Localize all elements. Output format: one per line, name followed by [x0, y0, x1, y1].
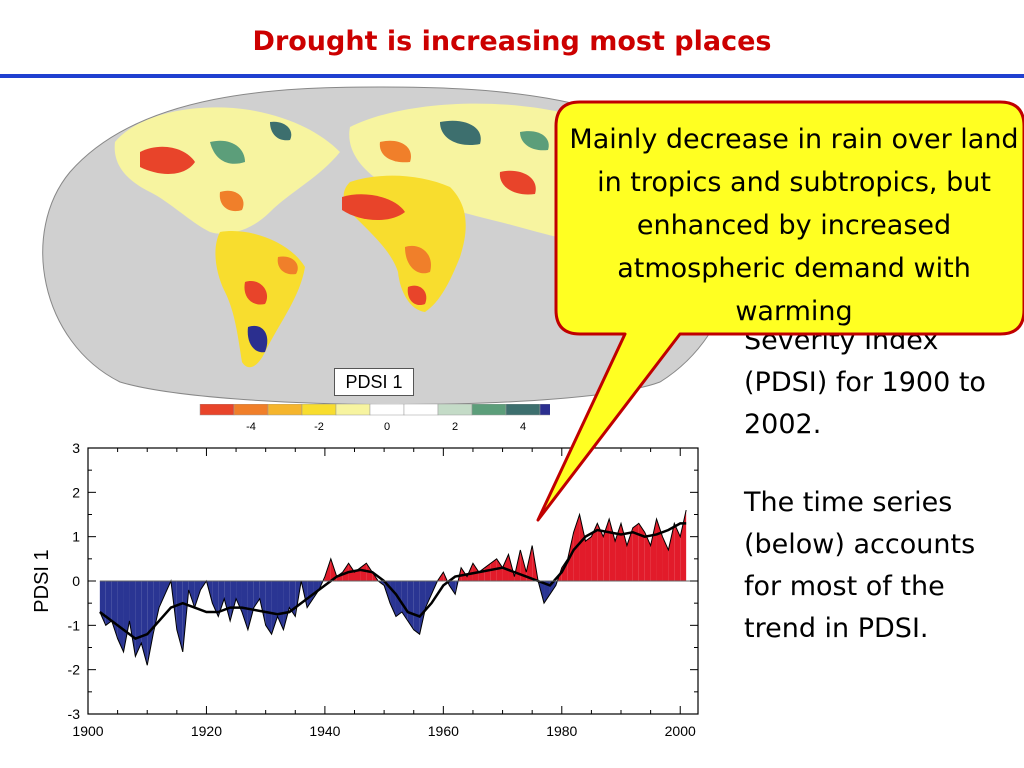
- dry-area: [425, 581, 432, 608]
- wet-area: [609, 518, 616, 581]
- y-tick-label: 1: [72, 529, 80, 545]
- wet-area: [632, 523, 639, 581]
- dry-area: [153, 581, 160, 635]
- wet-area: [597, 523, 604, 581]
- dry-area: [277, 581, 284, 630]
- x-tick-label: 1900: [72, 723, 103, 739]
- wet-area: [484, 563, 491, 581]
- dry-area: [241, 581, 248, 630]
- dry-area: [105, 581, 112, 626]
- dry-area: [212, 581, 219, 617]
- dry-area: [147, 581, 154, 666]
- callout-text: Mainly decrease in rain over land in tro…: [569, 124, 1019, 327]
- x-tick-label: 1920: [191, 723, 222, 739]
- wet-area: [579, 514, 586, 581]
- dry-area: [194, 581, 201, 608]
- dry-area: [224, 581, 231, 621]
- wet-area: [668, 523, 675, 581]
- colorbar-cell: [539, 404, 550, 416]
- annual-series-line: [99, 509, 687, 666]
- colorbar-tick-label: -2: [314, 421, 324, 433]
- wet-area: [591, 523, 598, 581]
- colorbar-tick-label: 2: [452, 421, 458, 433]
- dry-area: [123, 581, 130, 652]
- callout-shape: [536, 100, 1024, 522]
- y-axis-label: PDSI 1: [31, 549, 53, 612]
- dry-area: [544, 581, 550, 604]
- colorbar-tick-label: -4: [246, 421, 256, 433]
- wet-area: [496, 558, 503, 581]
- wet-area: [360, 563, 367, 581]
- colorbar: -4 -2 0 2 4: [199, 404, 550, 433]
- y-tick-label: 3: [72, 440, 80, 456]
- wet-area: [674, 523, 681, 581]
- dry-area: [247, 581, 254, 630]
- x-tick-label: 1940: [309, 723, 340, 739]
- wet-area: [603, 518, 610, 581]
- dry-area: [188, 581, 195, 608]
- dry-area: [283, 581, 290, 630]
- dry-area: [230, 581, 237, 621]
- title-divider: [0, 74, 1024, 78]
- dry-area: [449, 581, 456, 595]
- wet-area: [322, 576, 325, 581]
- slide-title: Drought is increasing most places: [252, 26, 772, 57]
- dry-area: [159, 581, 165, 608]
- y-tick-label: 0: [72, 573, 80, 589]
- smoothed-series-line: [99, 522, 687, 641]
- colorbar-tick-label: 0: [384, 421, 390, 433]
- dry-area: [419, 581, 426, 635]
- dry-area: [236, 581, 242, 613]
- dry-area: [218, 581, 225, 617]
- dry-area: [265, 581, 272, 635]
- wet-area: [638, 523, 645, 581]
- y-tick-label: -1: [68, 617, 81, 633]
- colorbar-tick-label: 4: [520, 421, 526, 433]
- dry-area: [117, 581, 124, 652]
- dry-area: [259, 581, 266, 626]
- x-tick-label: 1960: [428, 723, 459, 739]
- wet-area: [680, 510, 687, 581]
- x-tick-label: 1980: [546, 723, 577, 739]
- dry-area: [200, 581, 207, 590]
- dry-area: [407, 581, 414, 630]
- side-text-trend: The time series (below) accounts for mos…: [744, 487, 976, 644]
- wet-area: [585, 536, 592, 581]
- wet-area: [532, 545, 539, 581]
- x-tick-label: 2000: [665, 723, 696, 739]
- y-tick-label: -3: [68, 706, 81, 722]
- wet-area: [644, 532, 651, 581]
- wet-area: [621, 523, 627, 581]
- map-label: PDSI 1: [334, 368, 414, 396]
- dry-area: [413, 581, 420, 635]
- y-tick-label: 2: [72, 484, 80, 500]
- wet-area: [520, 549, 527, 581]
- y-tick-label: -2: [68, 662, 81, 678]
- dry-area: [141, 581, 148, 666]
